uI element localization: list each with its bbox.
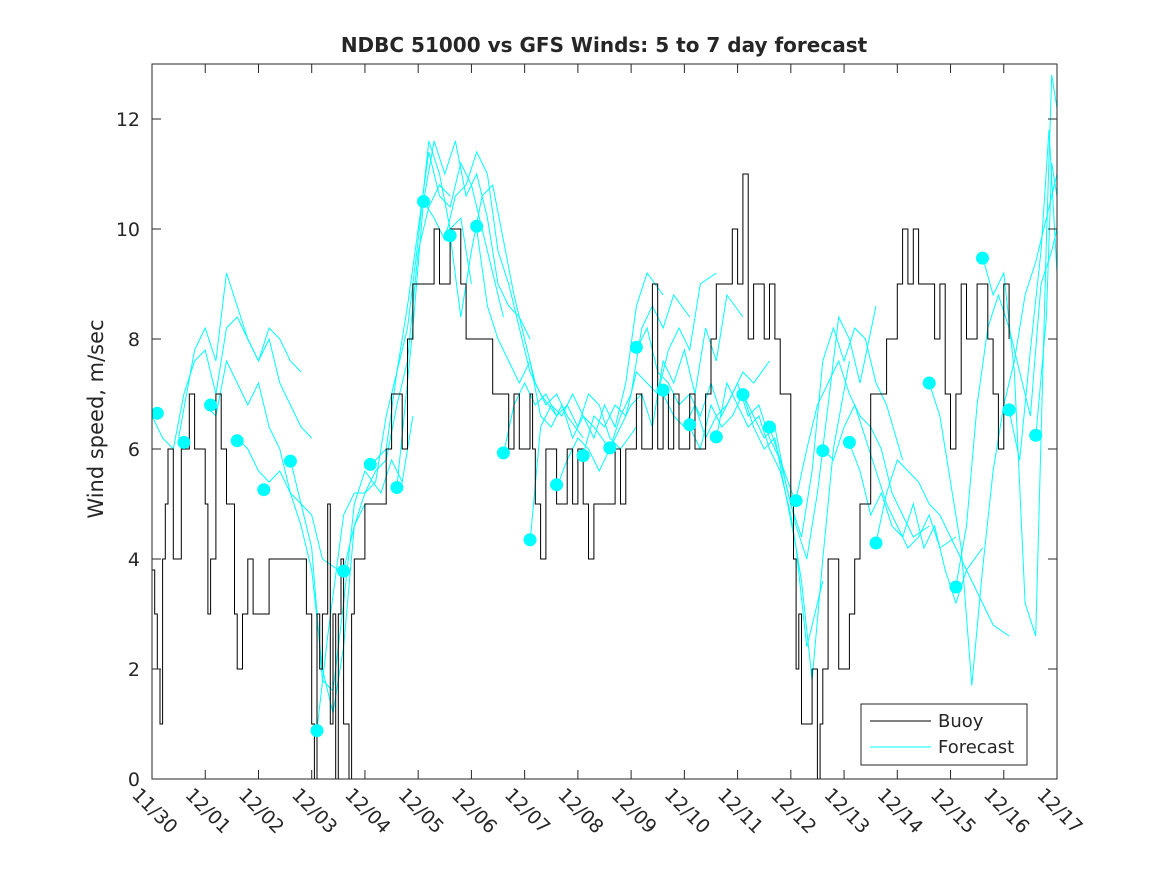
forecast-marker-9 [363, 457, 377, 471]
forecast-marker-29 [922, 376, 936, 390]
forecast-marker-19 [629, 340, 643, 354]
x-tick-label: 12/17 [1032, 784, 1086, 838]
forecast-line-10 [423, 150, 558, 417]
x-tick-label: 12/03 [287, 784, 341, 838]
forecast-marker-15 [523, 533, 537, 547]
forecast-marker-12 [443, 229, 457, 243]
forecast-line-3 [204, 359, 339, 571]
forecast-marker-20 [656, 383, 670, 397]
x-tick-label: 12/02 [234, 784, 288, 838]
legend-label-buoy: Buoy [938, 711, 984, 732]
forecast-line-5 [289, 415, 414, 693]
chart-title: NDBC 51000 vs GFS Winds: 5 to 7 day fore… [341, 33, 868, 57]
forecast-marker-7 [310, 724, 324, 738]
forecast-marker-33 [1029, 428, 1043, 442]
forecast-marker-1 [152, 406, 164, 420]
x-tick-label: 11/30 [127, 784, 181, 838]
x-tick-label: 12/16 [979, 784, 1033, 838]
forecast-line-24 [795, 359, 930, 538]
forecast-marker-17 [576, 449, 590, 463]
forecast-marker-6 [283, 454, 297, 468]
y-axis: 0 2 4 6 8 10 12 [116, 109, 1057, 791]
forecast-line-25 [822, 403, 957, 549]
x-tick-label: 12/12 [766, 784, 820, 838]
x-tick-label: 12/11 [713, 784, 767, 838]
forecast-marker-32 [1002, 403, 1016, 417]
x-tick-label: 12/08 [553, 784, 607, 838]
forecast-line-14 [529, 271, 664, 543]
y-tick-label: 10 [116, 219, 140, 241]
forecast-line-11 [449, 183, 584, 439]
forecast-line-17 [609, 293, 744, 450]
x-tick-label: 12/06 [447, 784, 501, 838]
plot-area [151, 63, 1058, 780]
forecast-marker-21 [683, 418, 697, 432]
x-tick-label: 12/01 [181, 784, 235, 838]
forecast-marker-26 [816, 444, 830, 458]
forecast-marker-16 [550, 478, 564, 492]
y-tick-label: 6 [128, 439, 140, 461]
forecast-line-26 [848, 443, 983, 605]
forecast-marker-11 [417, 195, 430, 208]
forecast-line-32 [1035, 162, 1057, 439]
forecast-marker-5 [257, 483, 271, 497]
forecast-line-21 [715, 360, 850, 681]
buoy-line [152, 173, 1010, 779]
x-tick-label: 12/13 [820, 784, 874, 838]
forecast-marker-23 [736, 388, 750, 402]
forecast-marker-27 [842, 435, 856, 449]
plot-content [152, 74, 1057, 779]
x-tick-label: 12/05 [394, 784, 448, 838]
forecast-line-15 [556, 293, 691, 488]
x-tick-label: 12/15 [926, 784, 980, 838]
forecast-marker-24 [763, 420, 776, 434]
forecast-line-28 [928, 173, 1057, 686]
y-tick-label: 2 [128, 659, 140, 681]
y-tick-label: 0 [128, 769, 140, 791]
forecast-marker-10 [390, 481, 404, 494]
forecast-line-31 [1008, 129, 1057, 461]
legend: Buoy Forecast [860, 703, 1028, 766]
forecast-line-16 [582, 272, 717, 455]
forecast-marker-31 [976, 251, 989, 265]
forecast-marker-13 [470, 219, 484, 233]
forecast-marker-30 [949, 580, 963, 594]
forecast-marker-14 [496, 446, 510, 460]
legend-box [860, 703, 1028, 766]
y-tick-label: 12 [116, 109, 140, 131]
forecast-line-1 [152, 316, 302, 451]
x-tick-label: 12/04 [340, 784, 394, 838]
x-tick-label: 12/10 [660, 784, 714, 838]
legend-label-forecast: Forecast [938, 737, 1014, 758]
x-tick-label: 12/07 [500, 784, 554, 838]
forecast-marker-28 [869, 536, 883, 550]
y-tick-label: 8 [128, 329, 140, 351]
x-tick-label: 12/09 [607, 784, 661, 838]
forecast-line-27 [875, 459, 1010, 637]
forecast-marker-3 [204, 398, 218, 412]
y-axis-label: Wind speed, m/sec [84, 319, 108, 518]
y-tick-label: 4 [128, 549, 140, 571]
forecast-line-2 [178, 272, 313, 439]
forecast-marker-18 [603, 441, 617, 455]
forecast-marker-25 [789, 494, 803, 508]
forecast-line-30 [982, 74, 1057, 637]
forecast-marker-8 [337, 564, 351, 578]
x-tick-label: 12/14 [873, 784, 927, 838]
forecast-marker-22 [709, 430, 723, 444]
forecast-marker-2 [177, 435, 191, 449]
axes-box [151, 63, 1058, 780]
forecast-marker-4 [230, 434, 244, 448]
forecast-line-22 [742, 305, 877, 560]
